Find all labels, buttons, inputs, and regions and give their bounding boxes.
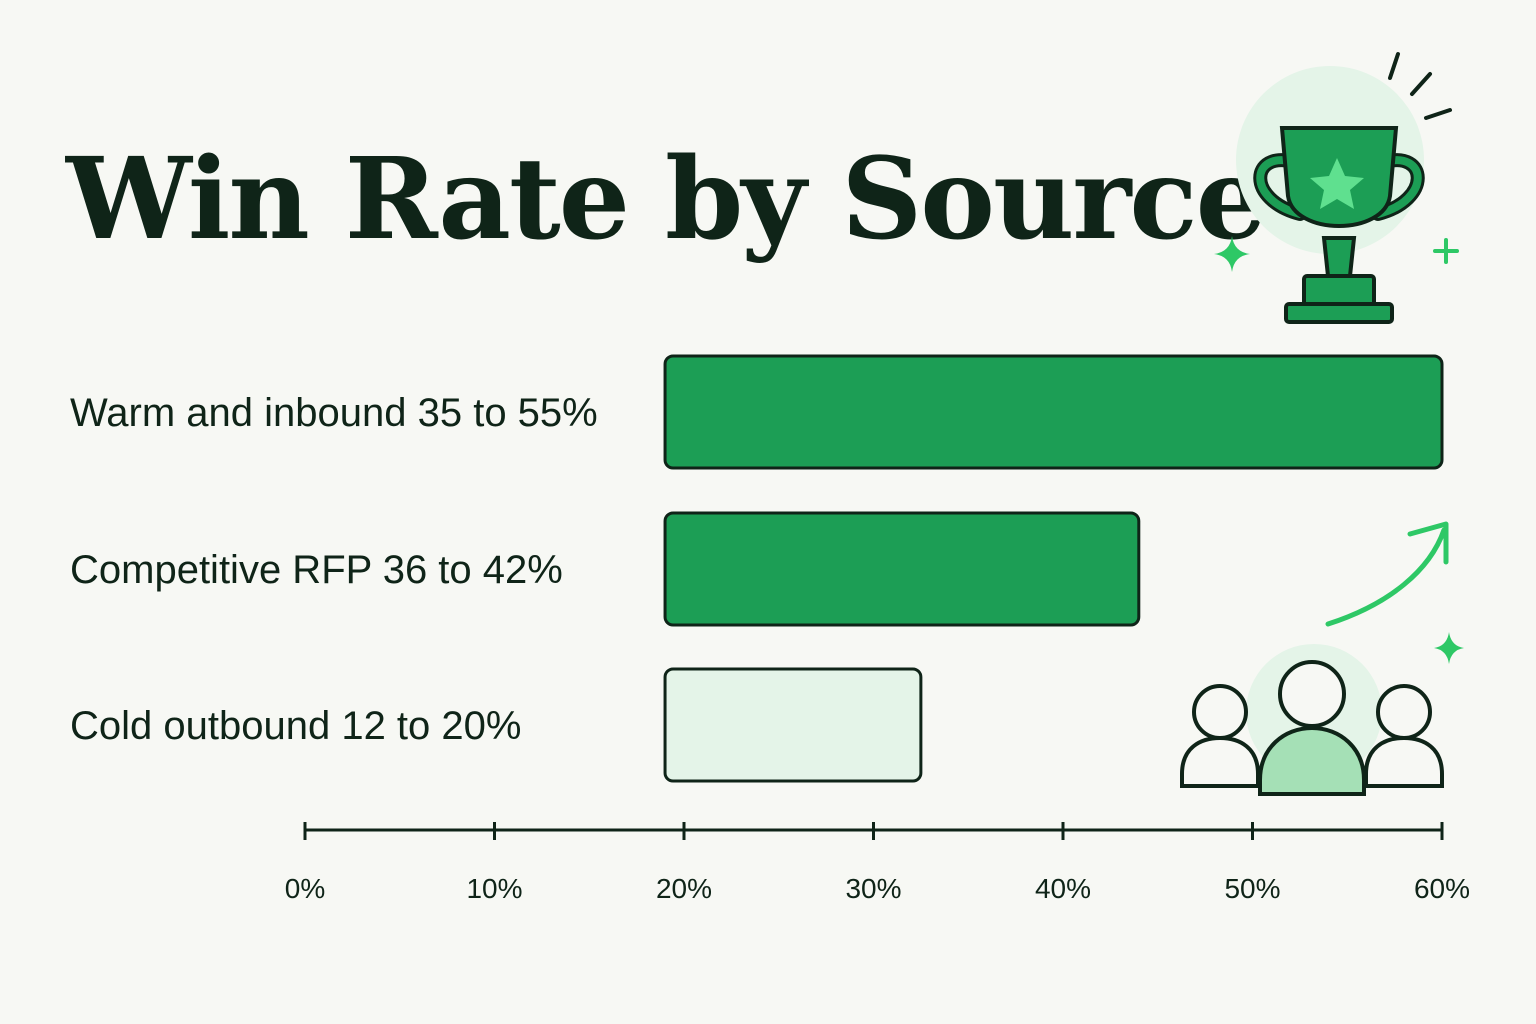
team-icon	[1180, 644, 1444, 796]
tick-label: 50%	[1224, 873, 1280, 904]
tick-label: 0%	[285, 873, 325, 904]
star-icon	[1310, 158, 1364, 209]
chart-title: Win Rate by Source	[65, 134, 1265, 265]
sparkle-icon	[1214, 236, 1250, 272]
sparkle-icon	[1433, 238, 1459, 264]
category-labels: Warm and inbound 35 to 55% Competitive RF…	[70, 391, 598, 748]
bar	[663, 354, 1444, 470]
category-label: Warm and inbound 35 to 55%	[70, 391, 598, 435]
sparkle-icon	[1434, 632, 1464, 664]
x-axis: 0% 10% 20% 30% 40% 50% 60%	[285, 822, 1470, 904]
bar	[663, 667, 923, 783]
category-label: Cold outbound 12 to 20%	[70, 704, 521, 748]
bar	[663, 511, 1141, 627]
category-label: Competitive RFP 36 to 42%	[70, 548, 563, 592]
tick-label: 40%	[1035, 873, 1091, 904]
bars	[663, 354, 1444, 783]
trophy-icon	[1236, 52, 1452, 324]
tick-label: 20%	[656, 873, 712, 904]
tick-label: 30%	[845, 873, 901, 904]
tick-label: 60%	[1414, 873, 1470, 904]
tick-label: 10%	[466, 873, 522, 904]
trend-arrow-icon	[1325, 521, 1449, 627]
